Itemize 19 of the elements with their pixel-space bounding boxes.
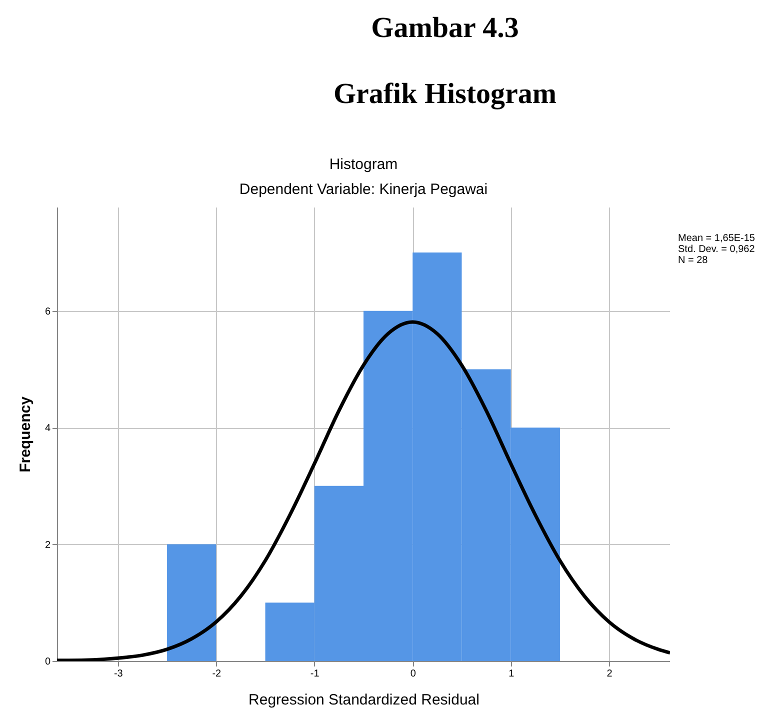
text: Gambar 4.3 [370, 12, 520, 45]
chart-subtitle: Dependent Variable: Kinerja Pegawai [239, 181, 488, 198]
y-tick-label: 6 [44, 306, 51, 318]
y-tick-label: 0 [44, 656, 51, 668]
text: Std. Dev. = 0,962 [678, 244, 755, 255]
x-tick-label: 1 [508, 668, 515, 680]
text: Mean = 1,65E-15 [678, 233, 755, 244]
y-tick-label: 2 [44, 540, 51, 551]
x-tick-label: -1 [310, 668, 320, 680]
y-tick-label: 4 [44, 423, 51, 434]
chart-title: Histogram [329, 156, 398, 173]
x-tick-label: 2 [606, 668, 613, 680]
y-axis-title: Frequency [16, 396, 34, 472]
text: Grafik Histogram [332, 78, 558, 111]
x-axis-title: Regression Standardized Residual [248, 692, 480, 708]
x-tick-label: -3 [114, 668, 124, 680]
x-tick-label: 0 [410, 668, 416, 680]
text: N = 28 [678, 255, 709, 266]
x-tick-label: -2 [212, 668, 222, 680]
